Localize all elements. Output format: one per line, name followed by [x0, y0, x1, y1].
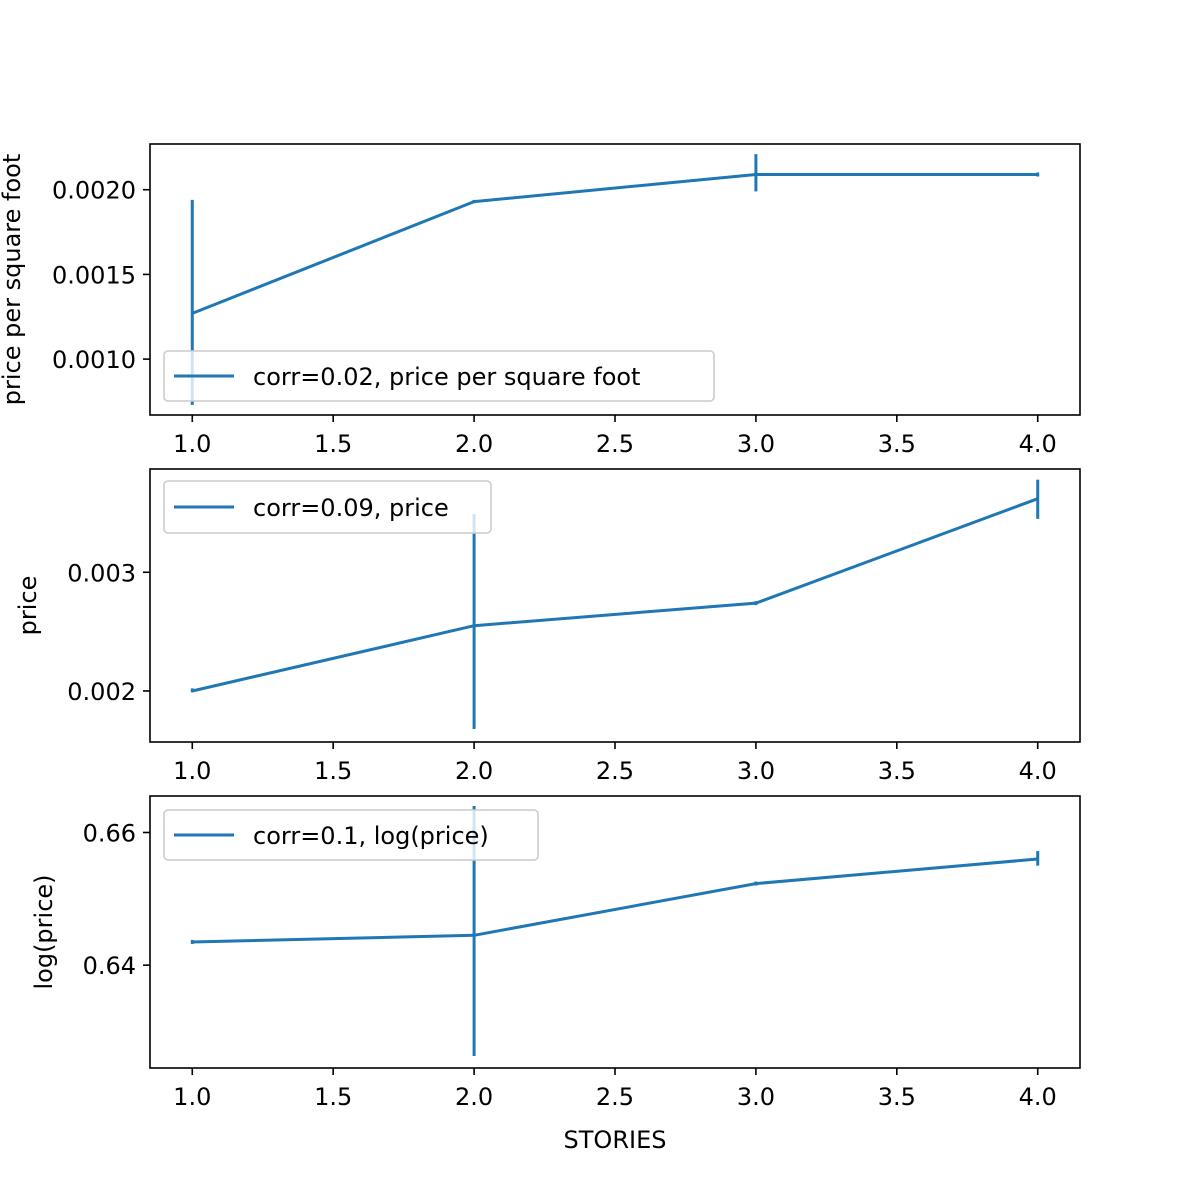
y-axis-label: log(price) [30, 874, 58, 989]
series-line [191, 497, 1039, 693]
axes-frame [149, 143, 1081, 416]
y-tick-label: 0.66 [83, 819, 136, 847]
x-tick-label: 1.0 [173, 757, 211, 785]
x-tick-label: 3.5 [878, 757, 916, 785]
y-tick-label: 0.0015 [52, 261, 136, 289]
x-tick-label: 1.5 [314, 757, 352, 785]
x-tick-label: 4.0 [1019, 1083, 1057, 1111]
x-tick-label: 4.0 [1019, 757, 1057, 785]
x-tick-label: 3.5 [878, 1083, 916, 1111]
axes-frame [149, 795, 1081, 1069]
legend: corr=0.1, log(price) [163, 809, 539, 861]
legend-box [163, 350, 715, 402]
x-tick-label: 1.5 [314, 1083, 352, 1111]
x-tick-label: 2.0 [455, 430, 493, 458]
x-tick-label: 3.0 [737, 1083, 775, 1111]
legend-box [163, 809, 539, 861]
y-tick-label: 0.0020 [52, 177, 136, 205]
subplot-1: 1.0 1.5 2.0 2.5 3.0 3.5 4.0 0.0010 0.0015 0.0020 p… [0, 143, 1081, 458]
legend-label: corr=0.02, price per square foot [253, 363, 640, 391]
legend: corr=0.09, price [163, 480, 492, 534]
series-line [192, 857, 1038, 944]
x-tick-label: 2.0 [455, 1083, 493, 1111]
y-tick-label: 0.002 [67, 678, 136, 706]
x-tick-label: 3.0 [737, 430, 775, 458]
y-axis-label: price per square foot [0, 154, 26, 405]
y-tick-label: 0.0010 [52, 346, 136, 374]
x-tick-label: 4.0 [1019, 430, 1057, 458]
x-tick-label: 1.0 [173, 430, 211, 458]
subplot-2: 1.0 1.5 2.0 2.5 3.0 3.5 4.0 0.002 0.003 price corr… [14, 468, 1081, 785]
x-axis-label: STORIES [564, 1126, 667, 1154]
subplots: 1.0 1.5 2.0 2.5 3.0 3.5 4.0 0.0010 0.0015 0.0020 p… [0, 143, 1081, 1154]
x-tick-label: 2.0 [455, 757, 493, 785]
legend-label: corr=0.09, price [253, 494, 449, 522]
axes-frame [149, 468, 1081, 743]
subplot-3: 1.0 1.5 2.0 2.5 3.0 3.5 4.0 0.64 0.66 log(price) S… [30, 795, 1081, 1154]
x-tick-label: 2.5 [596, 1083, 634, 1111]
y-axis-label: price [14, 576, 42, 636]
x-tick-label: 2.5 [596, 757, 634, 785]
legend: corr=0.02, price per square foot [163, 350, 715, 402]
x-tick-label: 3.0 [737, 757, 775, 785]
series-line [191, 173, 1038, 315]
legend-box [163, 480, 492, 534]
x-tick-label: 1.0 [173, 1083, 211, 1111]
y-tick-label: 0.003 [67, 559, 136, 587]
legend-label: corr=0.1, log(price) [253, 822, 489, 850]
x-tick-label: 2.5 [596, 430, 634, 458]
x-tick-label: 1.5 [314, 430, 352, 458]
x-tick-label: 3.5 [878, 430, 916, 458]
y-tick-label: 0.64 [83, 952, 136, 980]
